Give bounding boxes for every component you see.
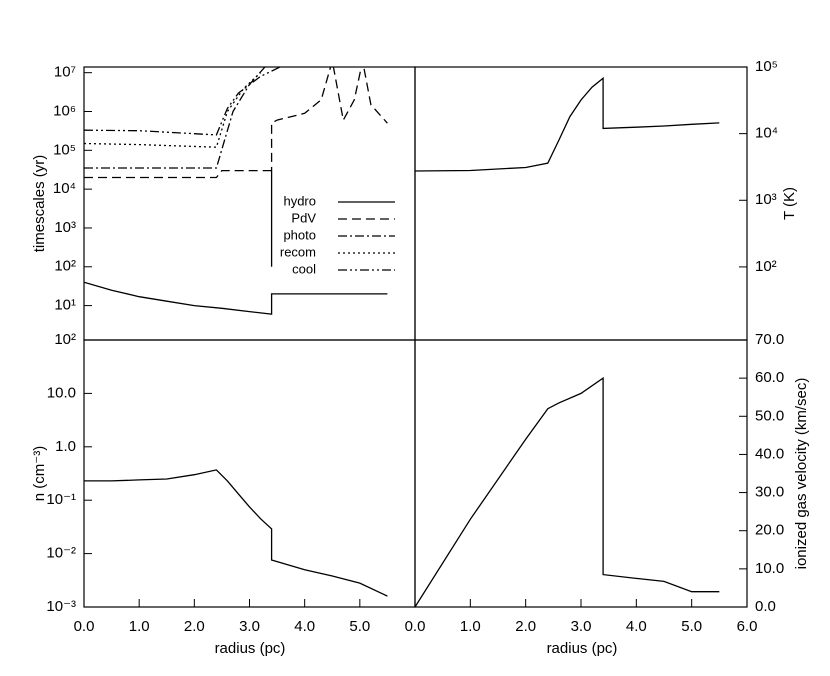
y-axis-label: n (cm⁻³) [31,446,48,501]
y-tick-label: 10⁴ [755,125,778,142]
x-tick-label: 5.0 [349,618,370,635]
y-tick-label: 10³ [755,191,777,208]
y-tick-label: 10⁻³ [46,598,76,615]
y-tick-label: 10⁵ [755,58,778,75]
y-tick-label: 1.0 [55,438,76,455]
y-tick-label: 10.0 [47,384,76,401]
y-tick-label: 10³ [54,219,76,236]
y-axis-label: timescales (yr) [31,155,48,253]
legend-label: photo [283,227,316,242]
x-tick-label: 6.0 [737,618,758,635]
y-tick-label: 10⁷ [54,64,76,81]
legend-label: cool [292,261,316,276]
plot-frame [414,66,748,341]
x-tick-label: 1.0 [129,618,150,635]
series-line [84,67,388,267]
series-line [415,76,720,172]
y-tick-label: 30.0 [755,484,784,501]
series-line [84,281,388,315]
y-tick-label: 0.0 [755,598,776,615]
x-tick-label: 3.0 [571,618,592,635]
legend-label: recom [280,244,316,259]
x-tick-label: 1.0 [460,618,481,635]
y-tick-label: 10² [54,331,76,348]
x-tick-label: 0.0 [405,618,426,635]
y-tick-label: 10² [54,258,76,275]
series-line [84,67,282,136]
x-tick-label: 4.0 [294,618,315,635]
y-axis-label: ionized gas velocity (km/sec) [793,378,810,570]
x-axis-label: radius (pc) [215,640,286,657]
y-tick-label: 60.0 [755,369,784,386]
legend-label: hydro [283,193,316,208]
y-tick-label: 70.0 [755,331,784,348]
x-tick-label: 2.0 [184,618,205,635]
y-tick-label: 10⁻¹ [46,491,76,508]
x-tick-label: 0.0 [74,618,95,635]
y-tick-label: 50.0 [755,407,784,424]
y-tick-label: 10⁶ [53,102,76,119]
y-axis-label: T (K) [781,187,798,220]
y-tick-label: 40.0 [755,445,784,462]
y-tick-label: 10⁴ [53,180,76,197]
series-line [84,469,388,597]
y-tick-label: 10.0 [755,560,784,577]
x-tick-label: 5.0 [681,618,702,635]
y-tick-label: 20.0 [755,522,784,539]
y-tick-label: 10¹ [54,297,76,314]
x-tick-label: 4.0 [626,618,647,635]
plot-frame [83,66,416,341]
x-axis-label: radius (pc) [547,640,618,657]
x-tick-label: 3.0 [239,618,260,635]
plot-frame [83,339,416,608]
series-line [84,67,266,169]
plot-frame [414,339,748,608]
y-tick-label: 10⁵ [53,141,76,158]
y-tick-label: 10² [755,258,777,275]
legend-label: PdV [291,210,316,225]
series-line [415,376,720,607]
y-tick-label: 10⁻² [46,545,76,562]
series-line [84,72,261,148]
x-tick-label: 2.0 [515,618,536,635]
